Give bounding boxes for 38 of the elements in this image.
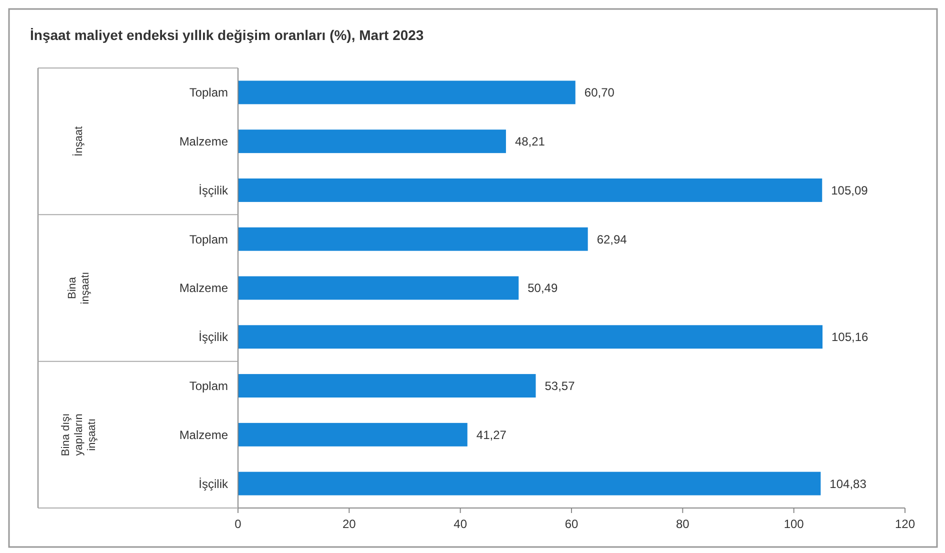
y-tick-label: Toplam <box>189 378 228 393</box>
text: İnşaat <box>72 126 85 156</box>
data-label: 105,09 <box>831 183 868 198</box>
y-tick-label: Toplam <box>189 86 228 100</box>
data-label: 60,70 <box>584 86 615 100</box>
data-label: 104,83 <box>830 476 867 491</box>
text: Bina dışı yapıların inşaatı <box>60 413 98 456</box>
x-tick-label: 80 <box>676 517 690 531</box>
x-tick-label: 40 <box>454 517 468 531</box>
bar <box>238 325 823 349</box>
x-tick-label: 100 <box>784 517 804 531</box>
x-tick-label: 20 <box>342 517 356 531</box>
bar <box>238 178 822 202</box>
y-tick-label: Malzeme <box>179 281 228 296</box>
x-tick-label: 60 <box>564 517 578 531</box>
data-label: 105,16 <box>832 330 869 344</box>
y-tick-label: Toplam <box>189 232 228 246</box>
y-tick-label: İşçilik <box>198 330 229 344</box>
data-label: 53,57 <box>544 378 576 393</box>
data-label: 48,21 <box>514 134 546 149</box>
y-tick-label: Malzeme <box>179 134 228 149</box>
data-label: 41,27 <box>476 428 507 442</box>
y-tick-label: İşçilik <box>198 183 229 198</box>
x-tick-label: 0 <box>234 517 242 531</box>
data-label: 50,49 <box>528 281 558 296</box>
chart-title: İnşaat maliyet endeksi yıllık değişim oranları (%), Mart 2023 <box>30 27 424 43</box>
data-label: 62,94 <box>596 232 628 246</box>
text: Bina inşaatı <box>66 272 92 304</box>
y-tick-label: Malzeme <box>179 428 228 442</box>
bar <box>238 130 506 154</box>
bar <box>238 472 821 496</box>
bar <box>238 276 519 300</box>
bar <box>238 374 536 398</box>
bar <box>238 80 576 104</box>
y-tick-label: İşçilik <box>198 476 229 491</box>
bar <box>238 422 468 446</box>
bar <box>238 227 588 251</box>
x-tick-label: 120 <box>894 517 916 531</box>
